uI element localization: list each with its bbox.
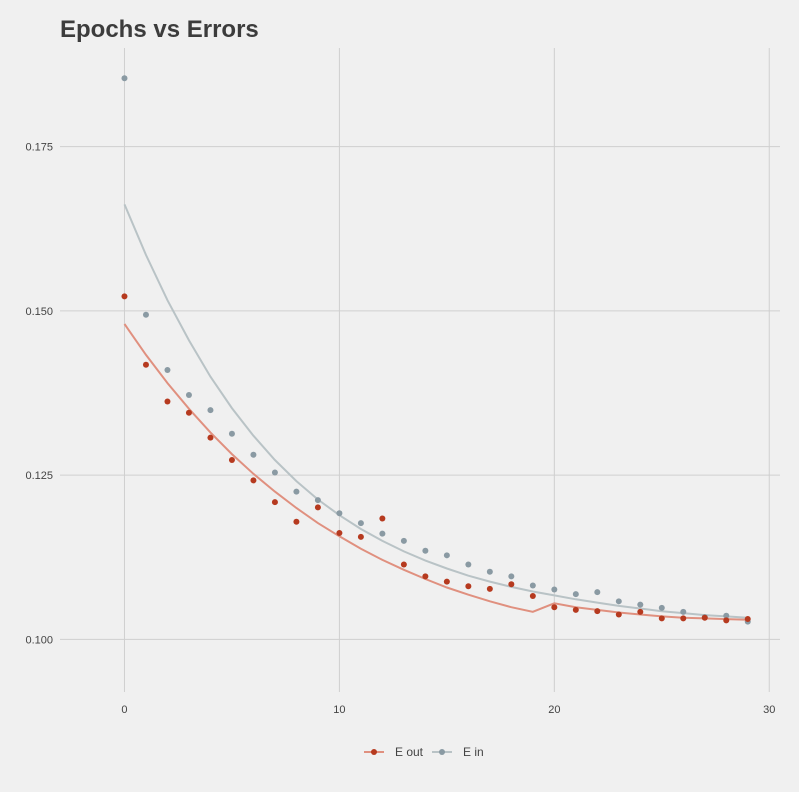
data-point bbox=[207, 434, 214, 441]
data-point bbox=[443, 578, 450, 585]
data-point bbox=[422, 547, 429, 554]
legend-label: E out bbox=[395, 745, 424, 759]
data-point bbox=[637, 608, 644, 615]
data-point bbox=[658, 615, 665, 622]
data-point bbox=[164, 398, 171, 405]
trend-line bbox=[123, 204, 748, 619]
legend-marker bbox=[371, 749, 377, 755]
data-point bbox=[400, 561, 407, 568]
data-point bbox=[142, 311, 149, 318]
data-point bbox=[443, 552, 450, 559]
data-point bbox=[357, 533, 364, 540]
data-point bbox=[615, 598, 622, 605]
data-point bbox=[572, 591, 579, 598]
data-point bbox=[680, 615, 687, 622]
data-point bbox=[551, 604, 558, 611]
data-point bbox=[508, 573, 515, 580]
trend-line bbox=[123, 323, 748, 621]
data-point bbox=[486, 585, 493, 592]
data-point bbox=[336, 510, 343, 517]
data-point bbox=[486, 568, 493, 575]
data-point bbox=[551, 586, 558, 593]
x-tick-label: 30 bbox=[763, 704, 775, 716]
data-point bbox=[658, 604, 665, 611]
data-point bbox=[637, 601, 644, 608]
data-point bbox=[314, 497, 321, 504]
legend: E out E in bbox=[364, 745, 484, 759]
data-point bbox=[228, 430, 235, 437]
legend-item: E out bbox=[364, 745, 424, 759]
data-point bbox=[357, 520, 364, 527]
legend-item: E in bbox=[432, 745, 484, 759]
data-point bbox=[121, 75, 128, 82]
data-point bbox=[250, 451, 257, 458]
data-point bbox=[529, 593, 536, 600]
data-point bbox=[422, 573, 429, 580]
data-point bbox=[250, 477, 257, 484]
data-point bbox=[379, 530, 386, 537]
y-tick-label: 0.100 bbox=[25, 634, 53, 646]
data-point bbox=[529, 582, 536, 589]
data-point bbox=[185, 391, 192, 398]
series-e-out bbox=[121, 293, 751, 624]
data-point bbox=[723, 617, 730, 624]
data-point bbox=[572, 606, 579, 613]
data-point bbox=[594, 589, 601, 596]
x-tick-label: 10 bbox=[333, 704, 345, 716]
y-tick-label: 0.175 bbox=[25, 142, 53, 154]
data-point bbox=[207, 407, 214, 414]
data-point bbox=[615, 611, 622, 618]
y-tick-label: 0.125 bbox=[25, 470, 53, 482]
data-point bbox=[680, 608, 687, 615]
series-e-in bbox=[121, 75, 751, 625]
data-point bbox=[379, 515, 386, 522]
data-point bbox=[465, 583, 472, 590]
data-point bbox=[465, 561, 472, 568]
x-axis-ticks: 0 10 20 30 bbox=[121, 704, 775, 716]
data-point bbox=[142, 361, 149, 368]
data-point bbox=[723, 612, 730, 619]
data-point bbox=[594, 608, 601, 615]
y-axis-ticks: 0.100 0.125 0.150 0.175 bbox=[25, 142, 53, 647]
chart-title: Epochs vs Errors bbox=[60, 16, 259, 43]
data-point bbox=[701, 614, 708, 621]
grid bbox=[60, 48, 780, 692]
data-point bbox=[121, 293, 128, 300]
data-point bbox=[314, 504, 321, 511]
x-tick-label: 0 bbox=[121, 704, 127, 716]
legend-label: E in bbox=[463, 745, 484, 759]
series-layer bbox=[121, 75, 751, 625]
data-point bbox=[271, 469, 278, 476]
data-point bbox=[508, 581, 515, 588]
data-point bbox=[293, 488, 300, 495]
data-point bbox=[744, 616, 751, 623]
legend-marker bbox=[439, 749, 445, 755]
data-point bbox=[185, 409, 192, 416]
y-tick-label: 0.150 bbox=[25, 306, 53, 318]
data-point bbox=[228, 457, 235, 464]
data-point bbox=[400, 537, 407, 544]
x-tick-label: 20 bbox=[548, 704, 560, 716]
data-point bbox=[164, 367, 171, 373]
data-point bbox=[271, 499, 278, 506]
data-point bbox=[336, 529, 343, 536]
data-point bbox=[293, 518, 300, 525]
